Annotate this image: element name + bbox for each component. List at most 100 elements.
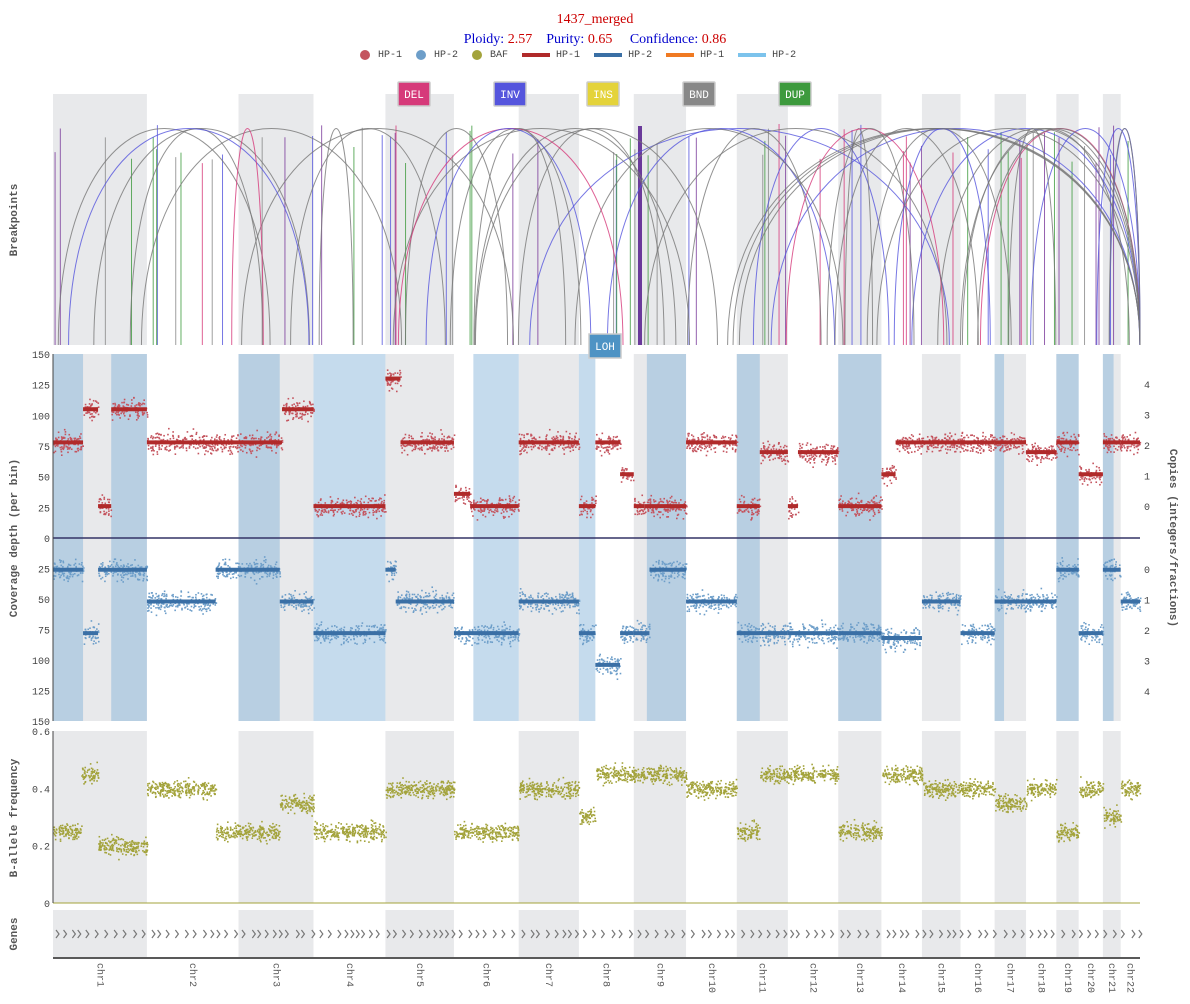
hp2-point: [143, 574, 145, 577]
hp2-point: [204, 605, 206, 607]
hp2-point: [205, 602, 208, 605]
hp1-point: [855, 497, 858, 500]
hp1-point: [270, 438, 272, 440]
hp2-point: [148, 609, 150, 612]
hp1-point: [763, 448, 766, 450]
hp1-point: [1083, 480, 1086, 482]
hp2-point: [320, 623, 322, 626]
hp2-point: [113, 571, 116, 573]
chromosome-band: [994, 910, 1027, 957]
hp1-point: [319, 499, 322, 502]
hp1-point: [1123, 446, 1126, 449]
hp2-point: [280, 606, 283, 608]
hp2-point: [122, 581, 125, 583]
hp1-point: [568, 436, 571, 439]
hp2-point: [484, 625, 487, 627]
hp1-point: [1046, 454, 1048, 456]
hp1-point: [1056, 445, 1059, 447]
hp2-point: [236, 562, 239, 565]
hp1-point: [1014, 445, 1017, 448]
hp2-point: [97, 631, 100, 634]
hp1-point: [1009, 444, 1012, 446]
hp2-point: [241, 563, 244, 565]
hp1-point: [683, 503, 686, 505]
hp1-point: [596, 445, 598, 448]
hp1-point: [111, 419, 114, 421]
hp1-point: [801, 455, 803, 457]
hp1-point: [169, 438, 172, 440]
breakpoint-arc: [231, 128, 264, 346]
hp2-point: [288, 603, 291, 606]
hp1-point: [223, 447, 226, 450]
hp1-point: [426, 443, 428, 446]
legend-item[interactable]: HP-1: [666, 50, 724, 61]
hp2-point: [168, 605, 170, 608]
hp2-point: [405, 594, 408, 597]
hp2-point: [368, 637, 371, 640]
hp2-point: [249, 562, 251, 565]
hp2-point: [536, 605, 539, 607]
hp2-point: [83, 643, 86, 645]
hp1-point: [652, 511, 655, 514]
hp1-point: [907, 444, 910, 446]
hp2-point: [164, 595, 166, 597]
hp1-point: [495, 510, 498, 512]
hp1-point: [694, 446, 697, 448]
hp2-point: [496, 639, 499, 641]
hp1-point: [1074, 436, 1077, 439]
hp1-point: [605, 446, 607, 449]
hp2-point: [148, 592, 151, 595]
hp2-point: [477, 642, 480, 645]
hp1-point: [156, 432, 159, 435]
hp2-point: [505, 627, 508, 630]
chromosome-band: [1102, 731, 1121, 903]
hp1-point: [984, 438, 986, 440]
hp1-point: [1031, 446, 1034, 448]
hp1-point: [751, 511, 754, 514]
hp1-point: [64, 431, 67, 433]
hp1-point: [1108, 444, 1110, 447]
legend-item[interactable]: HP-1: [360, 50, 402, 61]
hp1-point: [598, 437, 601, 440]
hp2-point: [212, 603, 215, 605]
hp1-point: [487, 508, 489, 510]
hp1-point: [812, 466, 814, 469]
legend-item[interactable]: HP-2: [594, 50, 652, 61]
hp2-point: [245, 563, 248, 565]
hp1-point: [1106, 451, 1109, 454]
hp1-point: [151, 447, 154, 450]
hp1-point: [775, 448, 778, 451]
hp1-point: [808, 457, 811, 460]
hp2-point: [239, 566, 241, 568]
hp1-point: [930, 444, 932, 447]
legend-item[interactable]: BAF: [472, 50, 508, 61]
hp1-point: [220, 446, 222, 449]
hp1-point: [139, 402, 141, 405]
legend-item[interactable]: HP-2: [738, 50, 796, 61]
hp1-point: [330, 500, 333, 502]
hp1-point: [963, 450, 965, 452]
hp2-point: [90, 639, 93, 641]
legend-item[interactable]: HP-1: [522, 50, 580, 61]
hp1-point: [791, 502, 793, 505]
hp1-point: [836, 448, 839, 451]
hp2-point: [274, 563, 277, 566]
hp1-point: [732, 444, 734, 446]
hp1-point: [851, 509, 853, 511]
hp2-point: [323, 640, 326, 642]
legend-item[interactable]: HP-2: [416, 50, 458, 61]
hp1-point: [1122, 436, 1125, 439]
hp1-point: [374, 500, 376, 502]
hp1-point: [1105, 444, 1107, 447]
hp1-point: [856, 510, 859, 512]
hp2-point: [103, 571, 106, 573]
hp1-point: [84, 403, 87, 406]
hp1-point: [770, 454, 772, 456]
hp2-point: [459, 634, 461, 637]
hp1-point: [286, 419, 288, 422]
hp1-point: [878, 511, 881, 514]
hp1-point: [108, 510, 110, 512]
hp1-point: [753, 497, 756, 500]
hp1-point: [80, 448, 83, 451]
hp1-point: [483, 500, 486, 502]
